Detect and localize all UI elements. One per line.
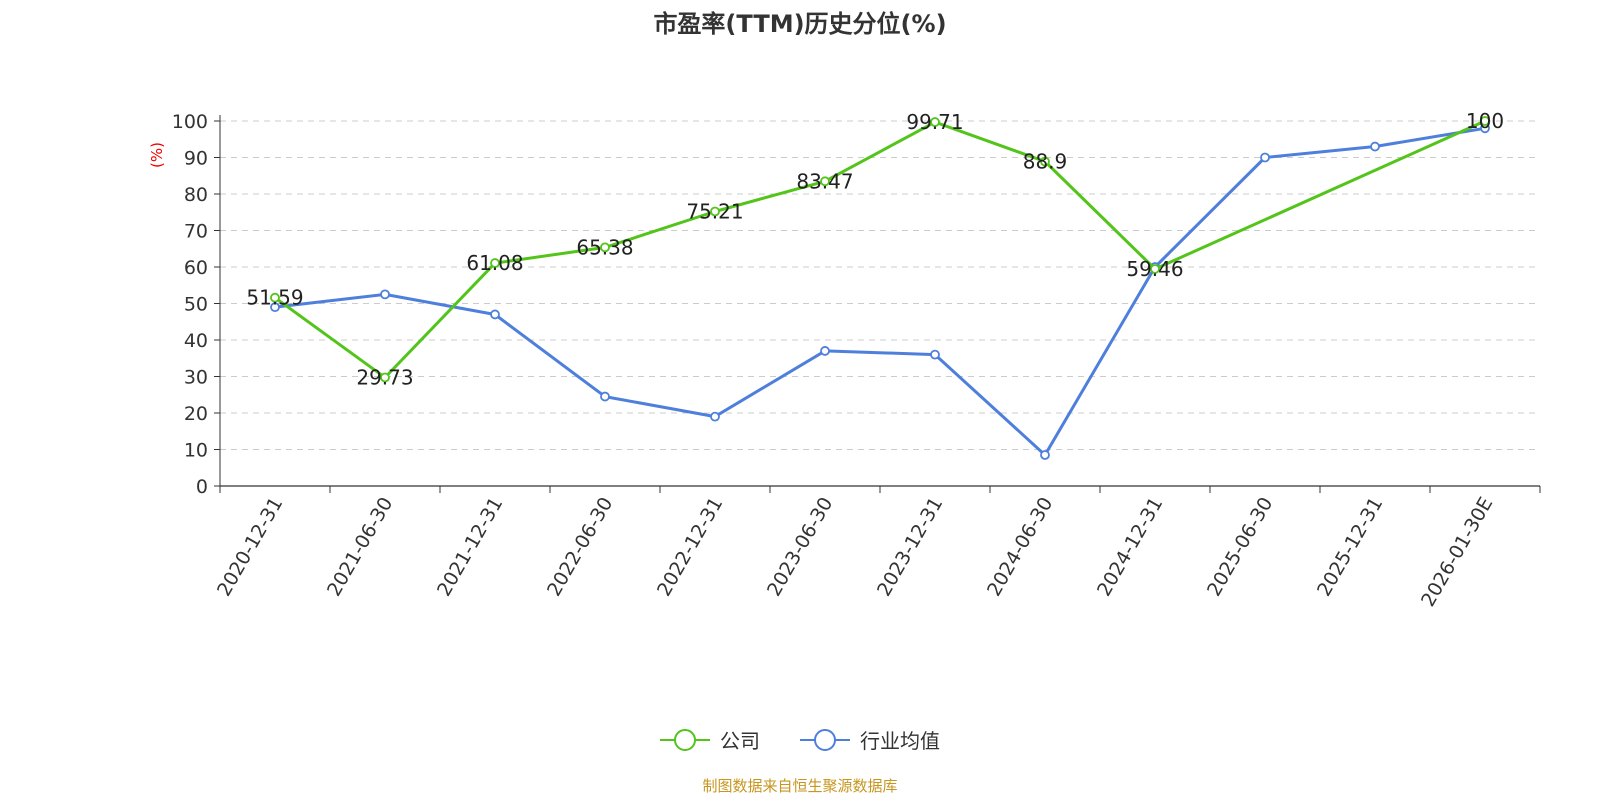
- y-axis-unit: (%): [148, 142, 166, 168]
- legend-swatch-marker: [674, 729, 696, 751]
- series-line-0: [274, 119, 1486, 379]
- y-tick-label: 70: [184, 221, 208, 243]
- data-point: [270, 292, 280, 303]
- y-tick-label: 90: [184, 148, 208, 170]
- y-tick-label: 100: [172, 111, 208, 133]
- grid-lines: [220, 120, 1540, 450]
- x-tick-label: 2026-01-30E: [1417, 494, 1497, 611]
- data-label: 29.73: [356, 365, 413, 389]
- series-line-1: [274, 126, 1486, 457]
- y-tick-label: 60: [184, 257, 208, 279]
- data-point: [270, 302, 280, 313]
- data-point: [930, 117, 940, 127]
- data-label: 65.38: [576, 235, 633, 259]
- data-label: 100: [1466, 109, 1504, 133]
- x-tick-label: 2023-12-31: [873, 494, 947, 601]
- chart-title: 市盈率(TTM)历史分位(%): [653, 10, 946, 38]
- x-tick-label: 2022-06-30: [543, 494, 617, 601]
- y-tick-label: 20: [184, 403, 208, 425]
- legend-item-1[interactable]: 行业均值: [800, 729, 940, 753]
- legend-label: 行业均值: [860, 729, 940, 753]
- data-label: 59.46: [1126, 257, 1183, 281]
- x-tick-label: 2021-12-31: [433, 494, 507, 601]
- y-tick-label: 10: [184, 440, 208, 462]
- data-label: 61.08: [466, 251, 523, 275]
- data-point: [1370, 141, 1380, 152]
- data-label: 51.59: [246, 286, 303, 310]
- legend: 公司 行业均值: [660, 729, 940, 753]
- y-tick-label: 0: [196, 476, 208, 498]
- y-tick-label: 40: [184, 330, 208, 352]
- data-point: [820, 346, 830, 356]
- series-layer: 51.59 29.73 61.08 65.38 75.21 83.47 99.71 88.9 5…: [246, 109, 1504, 460]
- data-label: 99.71: [906, 110, 963, 134]
- x-tick-label: 2021-06-30: [323, 494, 397, 601]
- y-tick-label: 30: [184, 367, 208, 389]
- x-tick-label: 2024-06-30: [983, 494, 1057, 601]
- x-tick-label: 2025-06-30: [1203, 494, 1277, 601]
- data-point: [710, 206, 720, 217]
- legend-swatch-marker: [814, 729, 836, 751]
- data-label: 83.47: [796, 169, 853, 193]
- data-point: [1040, 450, 1050, 460]
- data-point: [1040, 156, 1050, 167]
- x-tick-label: 2025-12-31: [1313, 494, 1387, 601]
- data-point: [490, 309, 500, 320]
- data-point: [600, 242, 610, 253]
- data-point: [380, 289, 390, 300]
- y-tick-label: 50: [184, 294, 208, 316]
- data-point: [600, 391, 610, 402]
- data-point: [1480, 116, 1490, 126]
- data-point: [1150, 264, 1160, 274]
- data-point: [380, 372, 390, 383]
- data-point: [490, 258, 500, 268]
- x-tick-label: 2024-12-31: [1093, 494, 1167, 601]
- x-tick-label: 2023-06-30: [763, 494, 837, 601]
- x-tick-label: 2020-12-31: [213, 494, 287, 601]
- source-note: 制图数据来自恒生聚源数据库: [702, 777, 897, 795]
- data-label: 75.21: [686, 199, 743, 223]
- data-point: [820, 176, 830, 187]
- x-tick-label: 2022-12-31: [653, 494, 727, 601]
- data-label: 88.9: [1023, 150, 1068, 174]
- axes: 0 10 20 30 40 50 60 70 80 90 100 2020-12-31 2021-06-…: [172, 111, 1541, 611]
- data-point: [1260, 152, 1270, 163]
- legend-label: 公司: [720, 729, 760, 753]
- y-tick-label: 80: [184, 184, 208, 206]
- data-point: [710, 411, 720, 422]
- legend-item-0[interactable]: 公司: [660, 729, 760, 753]
- data-point: [930, 349, 940, 360]
